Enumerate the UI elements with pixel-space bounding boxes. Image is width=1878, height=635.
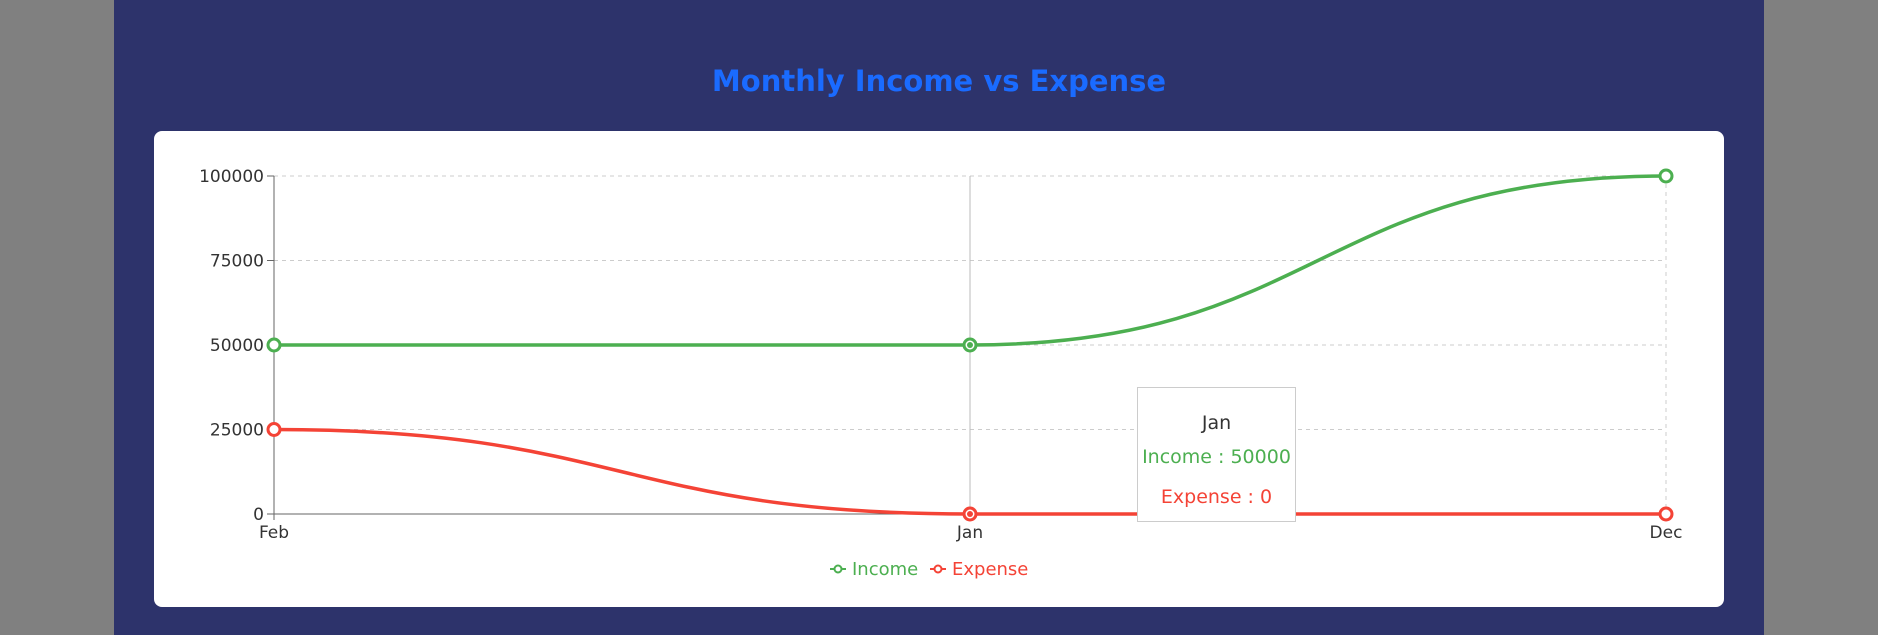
expense-legend-icon <box>933 564 943 574</box>
line-chart[interactable]: 0 25000 50000 75000 100000 Feb Jan Dec Income Exp… <box>154 131 1724 607</box>
x-tick-label: Feb <box>259 523 289 543</box>
tooltip-expense: Expense : 0 <box>1160 486 1273 508</box>
income-legend-icon <box>833 564 843 574</box>
y-tick-label: 50000 <box>210 336 264 356</box>
income-point <box>266 337 282 353</box>
y-tick-label: 100000 <box>199 167 264 187</box>
page-title: Monthly Income vs Expense <box>711 64 1167 98</box>
expense-legend-label: Expense <box>952 559 1028 580</box>
income-line <box>274 174 1667 347</box>
income-legend-label: Income <box>852 559 918 580</box>
x-tick-label: Dec <box>1650 523 1683 543</box>
y-tick-label: 75000 <box>210 252 264 272</box>
expense-point <box>266 422 282 437</box>
income-point <box>1658 168 1674 184</box>
y-tick-label: 0 <box>253 505 264 525</box>
tooltip-label: Jan <box>1201 412 1232 434</box>
x-tick-label: Jan <box>956 523 983 543</box>
y-tick-label: 25000 <box>210 421 264 441</box>
income-active-dot <box>967 342 973 348</box>
chart-tooltip: Jan Income : 50000 Expense : 0 <box>1137 387 1296 522</box>
tooltip-income: Income : 50000 <box>1142 446 1291 468</box>
expense-point <box>1658 506 1674 522</box>
chart-card: 0 25000 50000 75000 100000 Feb Jan Dec Income Exp… <box>154 131 1724 607</box>
expense-active-dot <box>967 511 973 517</box>
